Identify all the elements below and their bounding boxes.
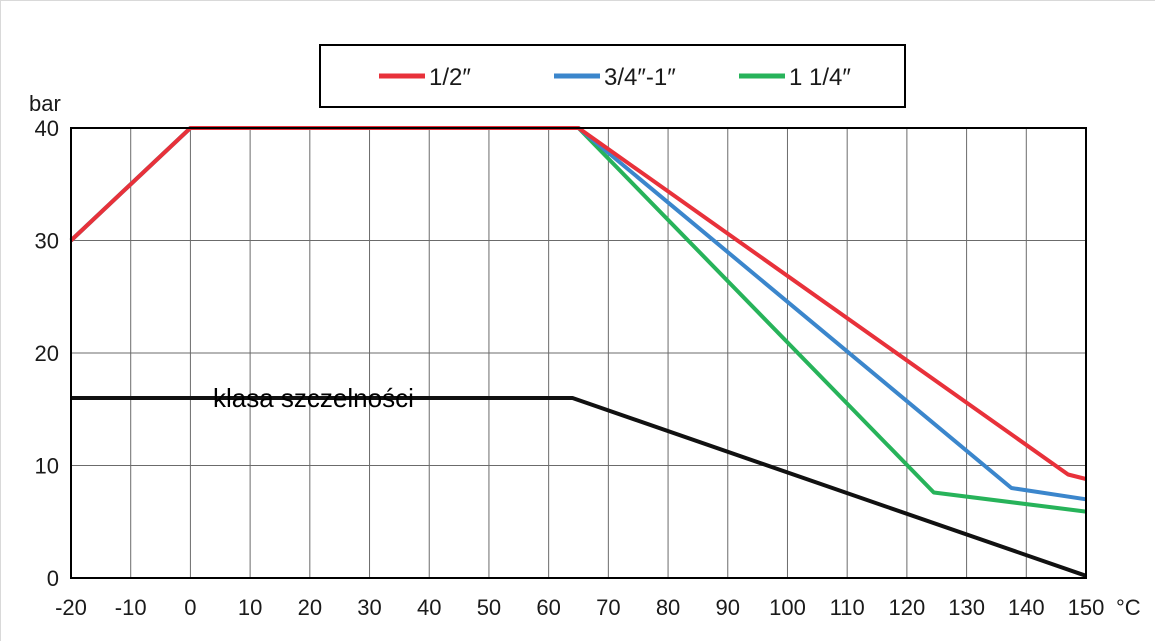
legend-label: 3/4″-1″ <box>604 64 676 91</box>
legend-label: 1/2″ <box>429 64 471 91</box>
x-tick-label: 20 <box>298 595 322 620</box>
y-tick-label: 0 <box>47 566 59 591</box>
legend-label: 1 1/4″ <box>789 64 851 91</box>
x-tick-label: -10 <box>115 595 147 620</box>
x-tick-label: 10 <box>238 595 262 620</box>
series-line <box>71 128 1086 479</box>
x-tick-label: 140 <box>1008 595 1045 620</box>
x-tick-label: 130 <box>948 595 985 620</box>
x-axis-ticks: -20 -10 0 10 20 30 40 50 60 70 80 90 100 110 120 130 140… <box>55 595 1104 620</box>
y-tick-label: 10 <box>35 454 59 479</box>
x-tick-label: 150 <box>1068 595 1105 620</box>
x-tick-label: 100 <box>769 595 806 620</box>
x-tick-label: 70 <box>596 595 620 620</box>
x-tick-label: 40 <box>417 595 441 620</box>
y-tick-label: 20 <box>35 341 59 366</box>
legend: 1/2″ 3/4″-1″ 1 1/4″ <box>320 45 905 107</box>
x-tick-label: 0 <box>184 595 196 620</box>
y-tick-label: 30 <box>35 229 59 254</box>
y-axis-ticks: 0 10 20 30 40 <box>35 116 59 591</box>
y-axis-label: bar <box>29 91 61 116</box>
grid <box>71 128 1086 578</box>
x-tick-label: 30 <box>357 595 381 620</box>
x-tick-label: 90 <box>716 595 740 620</box>
x-tick-label: 120 <box>889 595 926 620</box>
x-tick-label: 50 <box>477 595 501 620</box>
x-tick-label: -20 <box>55 595 87 620</box>
series-line <box>71 128 1086 512</box>
annotation-label: klasa szczelności <box>213 383 414 413</box>
series-line <box>71 128 1086 499</box>
x-axis-label: °C <box>1116 595 1141 620</box>
x-tick-label: 80 <box>656 595 680 620</box>
x-tick-label: 110 <box>830 595 865 620</box>
x-tick-label: 60 <box>536 595 560 620</box>
y-tick-label: 40 <box>35 116 59 141</box>
series-layer <box>71 128 1086 576</box>
